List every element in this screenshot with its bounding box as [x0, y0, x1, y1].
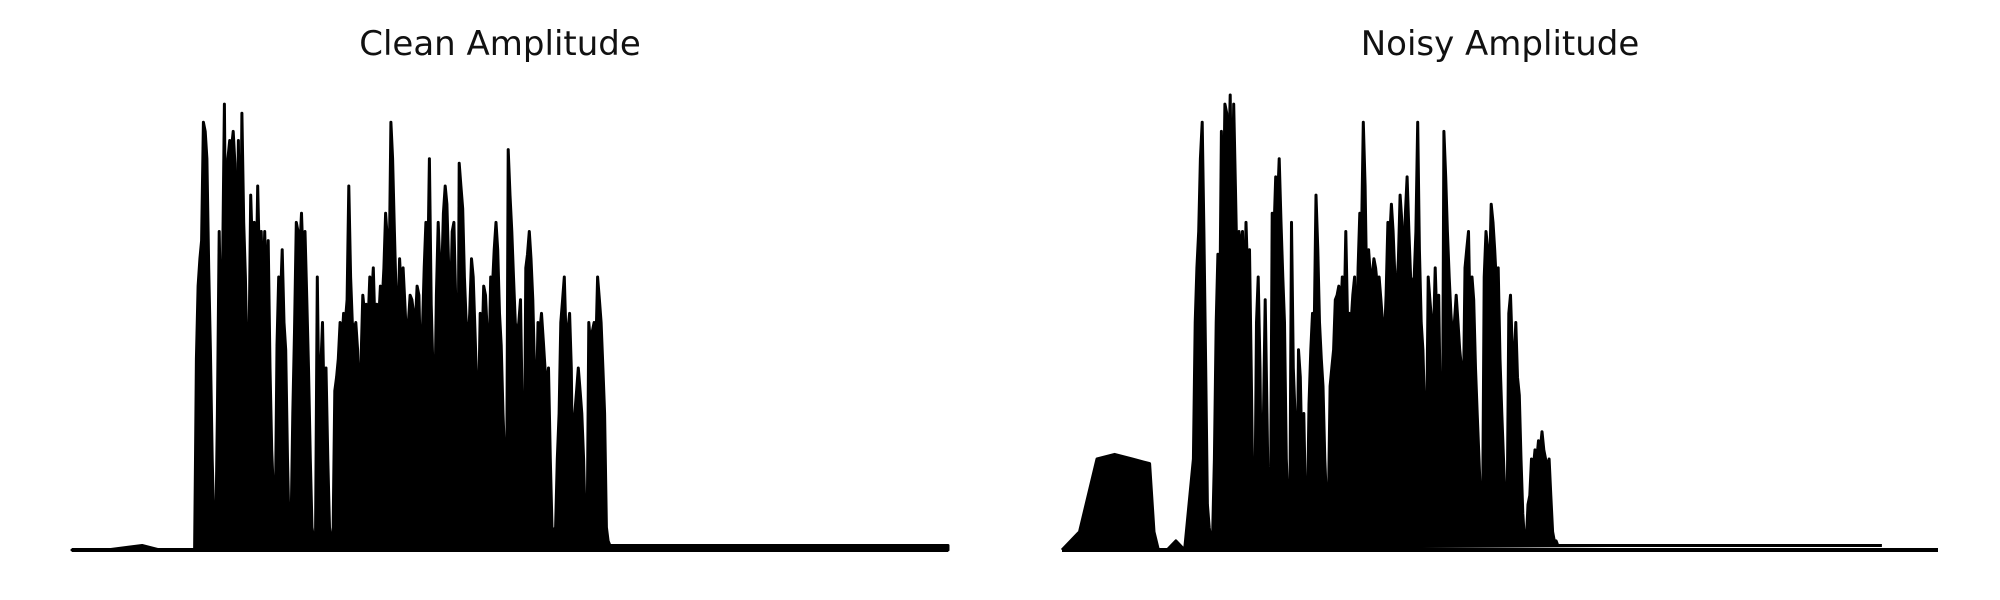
- chart-title: Noisy Amplitude: [1360, 24, 1640, 64]
- noisy-amplitude-chart: [1060, 93, 1938, 552]
- chart-title: Clean Amplitude: [359, 24, 641, 64]
- clean-amplitude-panel: Clean Amplitude: [70, 24, 950, 552]
- amplitude-envelope: [70, 102, 950, 552]
- noisy-amplitude-panel: Noisy Amplitude: [1000, 0, 2000, 600]
- clean-amplitude-chart: [70, 102, 950, 552]
- amplitude-envelope: [1060, 93, 1882, 552]
